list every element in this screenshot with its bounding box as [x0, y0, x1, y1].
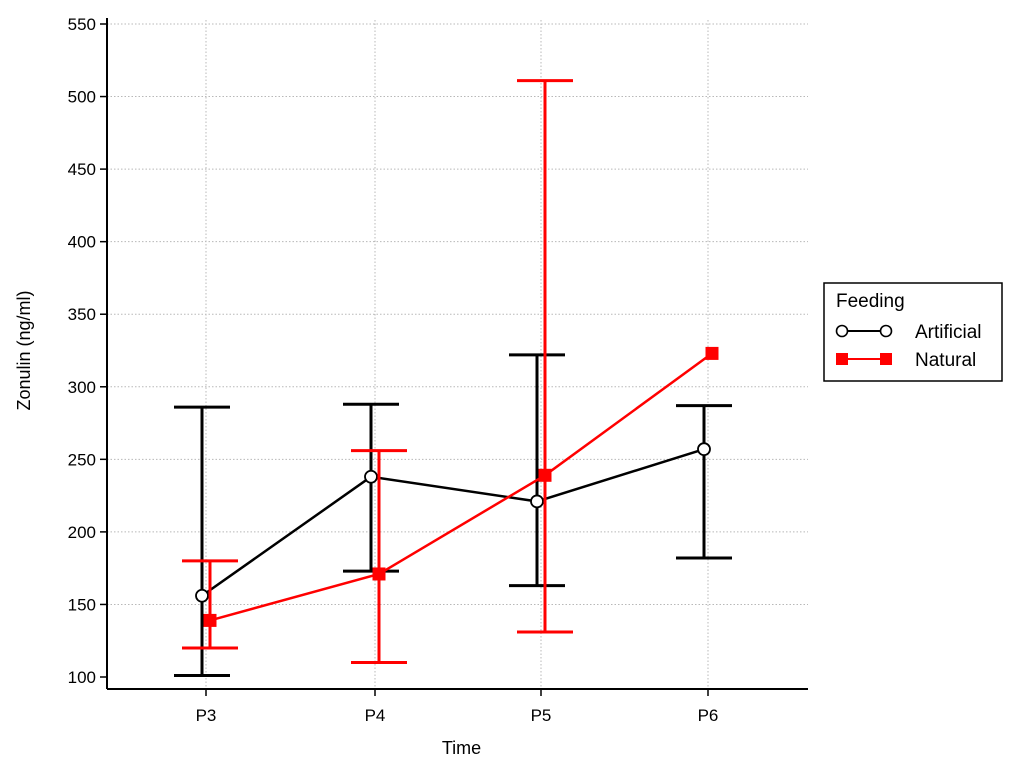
series-line: [209, 352, 713, 622]
legend-marker: [835, 324, 849, 338]
y-axis-ticks: 100 150 200 250 300 350 400 450 500 550: [68, 15, 107, 687]
y-tick-label: 350: [68, 305, 96, 324]
x-tick-label: P6: [698, 706, 719, 725]
legend-marker: [880, 353, 892, 365]
x-axis-title: Time: [442, 738, 481, 758]
data-point: [538, 468, 552, 482]
series-natural: [182, 79, 719, 664]
data-point: [203, 613, 217, 627]
y-tick-label: 100: [68, 668, 96, 687]
data-point: [530, 494, 544, 509]
legend-label: Natural: [915, 350, 976, 371]
x-axis-ticks: P3 P4 P5 P6: [196, 689, 719, 725]
legend-item-artificial: Artificial: [835, 322, 982, 343]
y-tick-label: 450: [68, 160, 96, 179]
data-point: [195, 588, 209, 603]
error-bar: [351, 449, 407, 664]
legend-marker: [879, 324, 893, 338]
data-point: [705, 346, 719, 360]
y-tick-label: 550: [68, 15, 96, 34]
error-bar: [509, 353, 565, 588]
data-point: [372, 567, 386, 581]
x-tick-label: P4: [365, 706, 386, 725]
y-axis-title: Zonulin (ng/ml): [14, 290, 34, 410]
error-bar: [343, 402, 399, 573]
series-layer: [174, 79, 732, 678]
legend-item-natural: Natural: [836, 350, 976, 371]
error-bar: [182, 559, 238, 650]
legend-title: Feeding: [836, 291, 905, 312]
legend-marker: [836, 353, 848, 365]
error-bar: [174, 405, 230, 678]
y-tick-label: 500: [68, 88, 96, 107]
y-tick-label: 300: [68, 378, 96, 397]
error-bar: [676, 404, 732, 560]
legend: Feeding Artificial Natural: [823, 282, 1003, 382]
y-tick-label: 400: [68, 233, 96, 252]
error-bar: [517, 79, 573, 634]
series-line: [201, 447, 705, 597]
series-artificial: [174, 353, 732, 678]
axes: [106, 18, 808, 690]
x-tick-label: P3: [196, 706, 217, 725]
y-tick-label: 250: [68, 450, 96, 469]
data-point: [697, 442, 711, 457]
y-tick-label: 150: [68, 595, 96, 614]
x-tick-label: P5: [531, 706, 552, 725]
data-point: [364, 469, 378, 484]
y-tick-label: 200: [68, 523, 96, 542]
legend-label: Artificial: [915, 322, 982, 343]
